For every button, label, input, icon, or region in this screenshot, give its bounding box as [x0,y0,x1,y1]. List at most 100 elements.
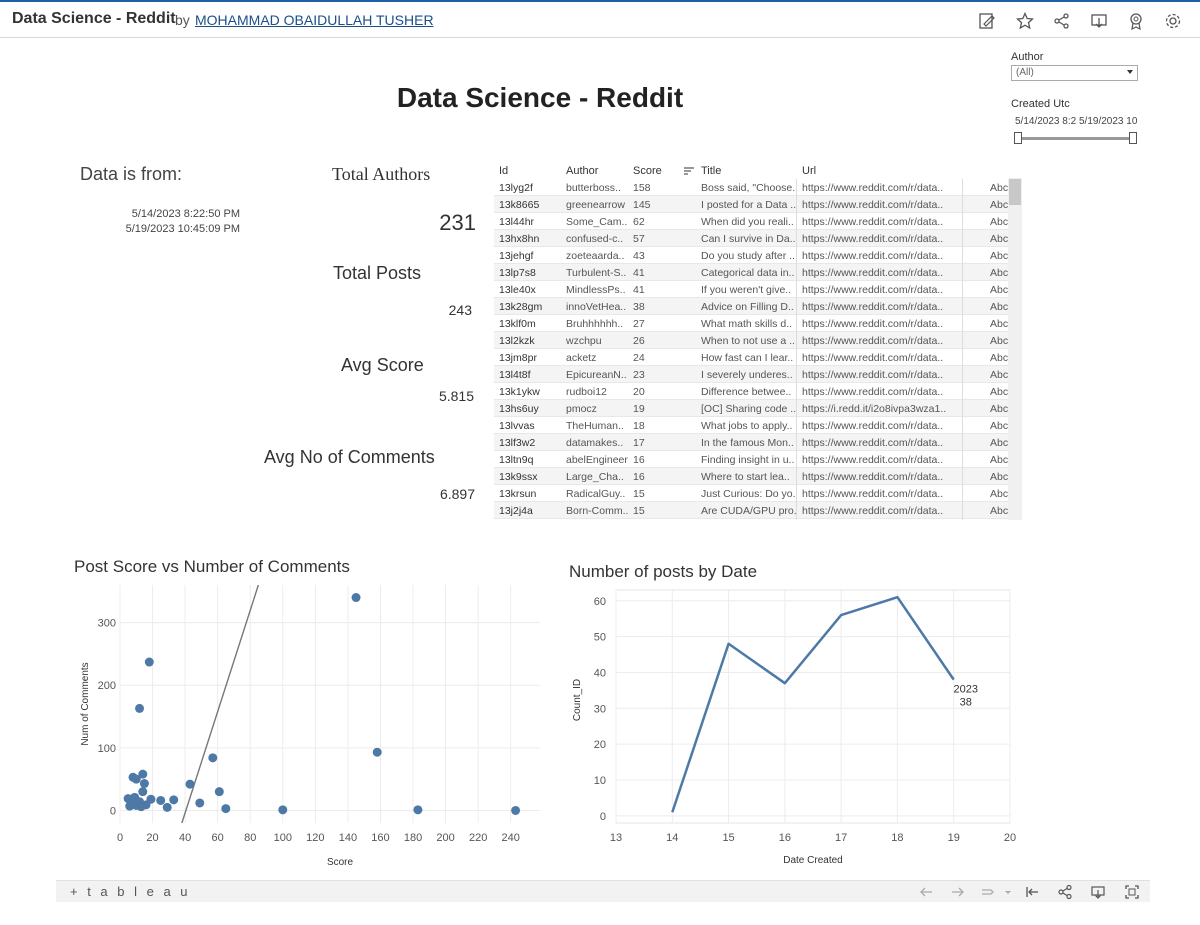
table-row[interactable]: 13klf0m Bruhhhhhh.. 27 What math skills d..… [494,315,1008,332]
cell-id: 13lf3w2 [499,437,536,449]
table-row[interactable]: 13k9ssx Large_Cha.. 16 Where to start lea..… [494,468,1008,485]
cell-score: 62 [633,216,645,228]
cell-author: butterboss.. [566,182,621,194]
cell-body: Abc [990,454,1008,466]
scatter-point [221,804,231,814]
author-profile-link[interactable]: MOHAMMAD OBAIDULLAH TUSHER [195,12,434,28]
line-chart-title: Number of posts by Date [569,562,758,581]
cell-id: 13lyg2f [499,182,533,194]
scatter-chart[interactable]: 0 20 40 60 80 100 120 140 160 180 200 220 240 0 100 200… [70,580,550,880]
redo-icon[interactable] [950,884,966,900]
share-icon[interactable] [1053,12,1071,30]
y-tick-label: 20 [594,739,606,751]
posts-table[interactable]: Id Author Score Title Url 13lyg2f butterb… [494,162,1022,520]
x-tick-label: 0 [117,832,123,844]
table-row[interactable]: 13lf3w2 datamakes.. 17 In the famous Mon.. h… [494,434,1008,451]
column-header-author[interactable]: Author [566,165,599,177]
column-divider [796,179,797,520]
cell-title: I severely underes.. [701,369,793,381]
cell-title: Can I survive in Da.. [701,233,796,245]
y-tick-label: 200 [98,680,116,692]
download-icon[interactable] [1090,12,1108,30]
sort-descending-icon[interactable] [684,166,694,175]
cell-url: https://www.reddit.com/r/data.. [802,420,944,432]
data-from-label: Data is from: [80,164,183,184]
cell-body: Abc [990,369,1008,381]
badge-icon[interactable] [1127,12,1145,30]
column-divider [962,179,963,520]
table-row[interactable]: 13lvvas TheHuman.. 18 What jobs to apply.. h… [494,417,1008,434]
table-row[interactable]: 13hx8hn confused-c.. 57 Can I survive in Da… [494,230,1008,247]
cell-url: https://www.reddit.com/r/data.. [802,301,944,313]
author-filter-label: Author [1011,51,1044,63]
cell-body: Abc [990,352,1008,364]
table-row[interactable]: 13ltn9q abelEngineer 16 Finding insight in … [494,451,1008,468]
favorite-star-icon[interactable] [1016,12,1034,30]
cell-score: 20 [633,386,645,398]
table-row[interactable]: 13k1ykw rudboi12 20 Difference betwee.. http… [494,383,1008,400]
x-tick-label: 120 [306,832,324,844]
author-filter-dropdown[interactable]: (All) [1011,65,1138,81]
cell-author: Turbulent-S.. [566,267,627,279]
cell-body: Abc [990,250,1008,262]
trend-line [181,584,260,824]
undo-icon[interactable] [918,884,934,900]
date-slider-start-handle[interactable] [1014,132,1022,144]
table-row[interactable]: 13j2j4a Born-Comm.. 15 Are CUDA/GPU pro.. ht… [494,502,1008,519]
cell-score: 57 [633,233,645,245]
table-scrollbar-thumb[interactable] [1009,179,1021,205]
cell-score: 27 [633,318,645,330]
table-row[interactable]: 13k28gm innoVetHea.. 38 Advice on Filling D… [494,298,1008,315]
x-tick-label: 14 [666,832,678,844]
x-tick-label: 140 [339,832,357,844]
table-row[interactable]: 13lyg2f butterboss.. 158 Boss said, "Choose… [494,179,1008,196]
column-header-url[interactable]: Url [802,165,817,177]
chevron-down-icon[interactable] [1000,884,1016,900]
cell-title: In the famous Mon.. [701,437,794,449]
scatter-point [138,787,148,797]
cell-url: https://www.reddit.com/r/data.. [802,284,944,296]
cell-score: 145 [633,199,651,211]
cell-url: https://www.reddit.com/r/data.. [802,318,944,330]
table-row[interactable]: 13krsun RadicalGuy.. 15 Just Curious: Do yo… [494,485,1008,502]
cell-id: 13ltn9q [499,454,534,466]
y-tick-label: 300 [98,618,116,630]
table-row[interactable]: 13l44hr Some_Cam.. 62 When did you reali.. h… [494,213,1008,230]
cell-id: 13jm8pr [499,352,537,364]
table-row[interactable]: 13lp7s8 Turbulent-S.. 41 Categorical data i… [494,264,1008,281]
tableau-logo[interactable]: + t a b l e a u [70,884,191,899]
table-row[interactable]: 13jm8pr acketz 24 How fast can I lear.. http… [494,349,1008,366]
settings-gear-icon[interactable] [1164,12,1182,30]
cell-author: zoeteaarda.. [566,250,625,262]
table-row[interactable]: 13hs6uy pmocz 19 [OC] Sharing code .. https:… [494,400,1008,417]
share-icon[interactable] [1057,884,1073,900]
table-scrollbar[interactable] [1008,178,1022,520]
cell-score: 43 [633,250,645,262]
cell-score: 15 [633,488,645,500]
cell-body: Abc [990,182,1008,194]
edit-icon[interactable] [978,12,996,30]
reset-view-icon[interactable] [1024,884,1040,900]
cell-body: Abc [990,199,1008,211]
column-header-title[interactable]: Title [701,165,722,177]
cell-author: MindlessPs.. [566,284,626,296]
date-slider-end-handle[interactable] [1129,132,1137,144]
x-tick-label: 17 [835,832,847,844]
cell-id: 13klf0m [499,318,536,330]
cell-url: https://www.reddit.com/r/data.. [802,335,944,347]
column-header-score[interactable]: Score [633,165,662,177]
fullscreen-icon[interactable] [1124,884,1140,900]
table-row[interactable]: 13k8665 greenearrow 145 I posted for a Data… [494,196,1008,213]
avg-comments-label: Avg No of Comments [264,447,435,467]
table-row[interactable]: 13jehgf zoeteaarda.. 43 Do you study after … [494,247,1008,264]
table-row[interactable]: 13le40x MindlessPs.. 41 If you weren't give… [494,281,1008,298]
line-chart[interactable]: 13 14 15 16 17 18 19 20 0 10 20 30 40 50 60 Date Create… [560,585,1030,875]
date-range-slider-track[interactable] [1018,137,1133,140]
table-row[interactable]: 13l4t8f EpicureanN.. 23 I severely underes.… [494,366,1008,383]
download-icon[interactable] [1090,884,1106,900]
table-row[interactable]: 13l2kzk wzchpu 26 When to not use a .. https… [494,332,1008,349]
column-header-id[interactable]: Id [499,165,509,177]
cell-score: 23 [633,369,645,381]
total-authors-label: Total Authors [332,164,431,184]
revert-icon[interactable] [980,884,996,900]
